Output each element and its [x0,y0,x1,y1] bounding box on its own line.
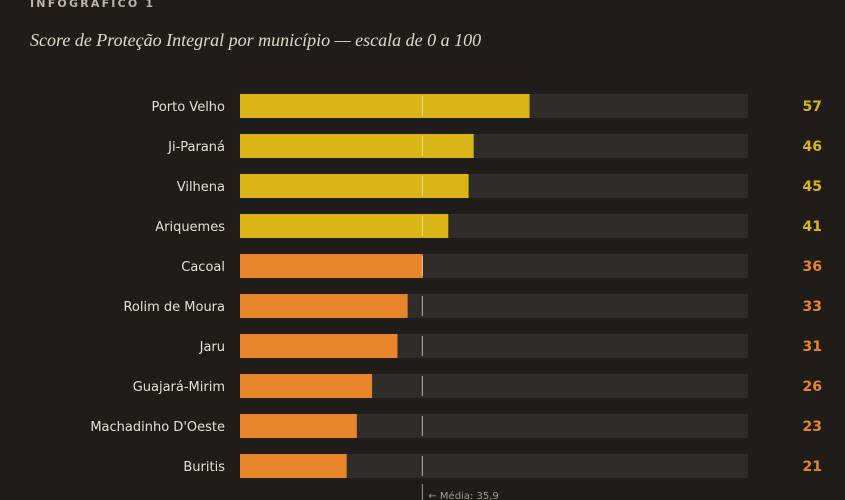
category-label: Jaru [199,340,225,355]
category-label: Vilhena [177,180,225,195]
category-label: Porto Velho [151,100,225,115]
category-label: Cacoal [181,260,225,275]
category-label: Ji-Paraná [167,140,225,155]
infographic-kicker: INFOGRÁFICO 1 [30,0,156,10]
category-label: Ariquemes [155,220,225,235]
value-label: 57 [803,99,822,115]
category-label: Buritis [183,460,225,475]
chart-subtitle: Score de Proteção Integral por município… [30,30,482,50]
bar [240,454,347,478]
category-label: Guajará-Mirim [133,380,225,395]
value-label: 46 [803,139,822,155]
bar [240,414,357,438]
bar [240,294,408,318]
mean-label: ← Média: 35,9 [428,490,498,500]
bar [240,374,373,398]
value-label: 26 [803,379,822,395]
value-label: 45 [803,179,822,195]
value-label: 31 [803,339,822,355]
category-label: Machadinho D'Oeste [90,420,225,435]
bar [240,254,423,278]
value-label: 33 [803,299,822,315]
bar [240,214,449,238]
bar [240,174,469,198]
value-label: 41 [803,219,822,235]
category-label: Rolim de Moura [123,300,225,315]
value-label: 21 [803,459,822,475]
bar [240,134,474,158]
value-label: 36 [803,259,822,275]
bar [240,334,398,358]
bar [240,94,530,118]
value-label: 23 [803,419,822,435]
